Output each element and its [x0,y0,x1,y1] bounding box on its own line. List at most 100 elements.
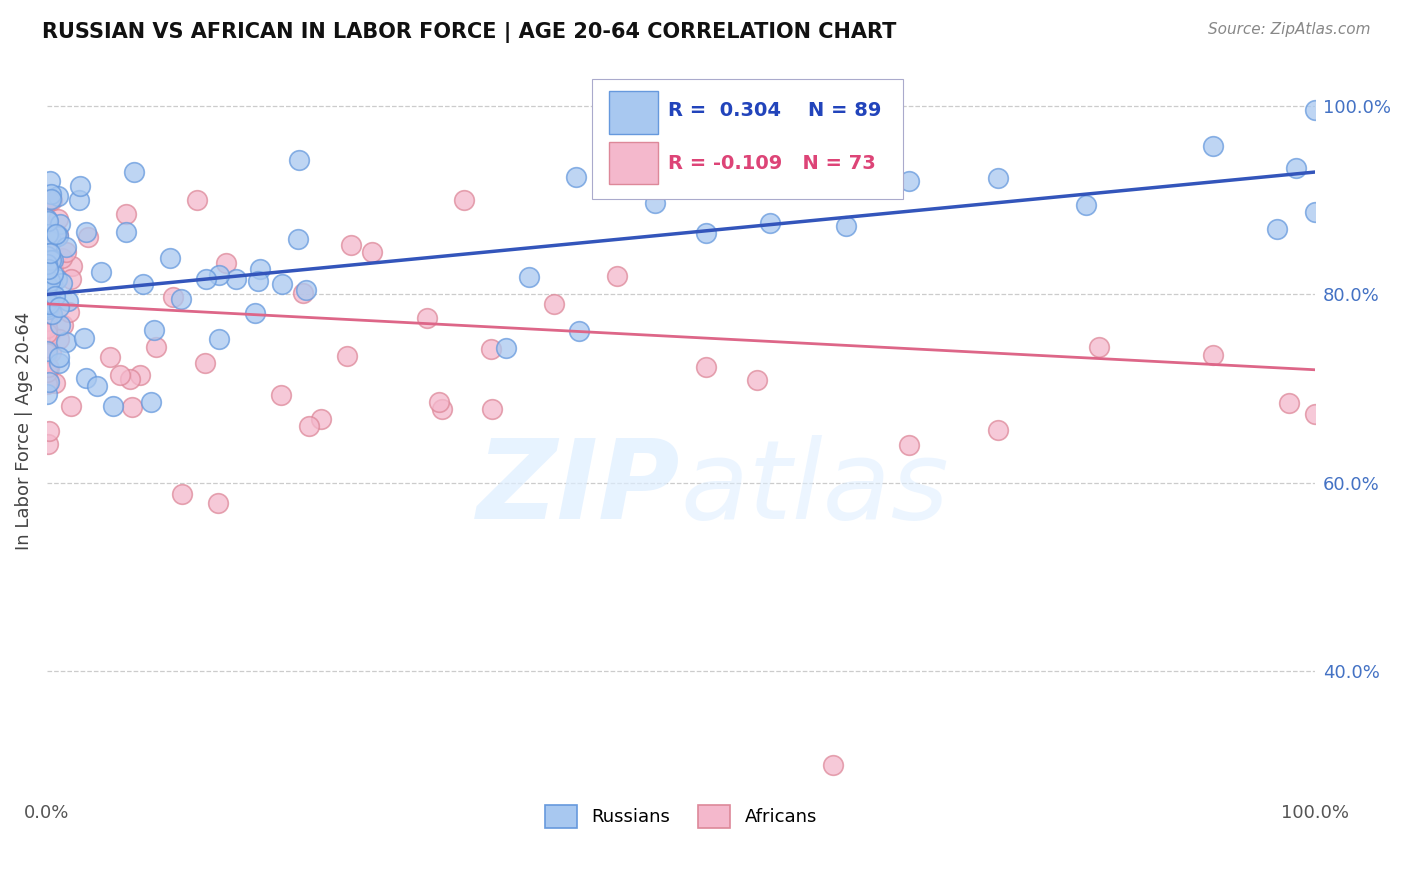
Point [517,270,540,285]
Point [987,171,1010,186]
Point [122,165,145,179]
Point [115,207,138,221]
Point [49,218,72,232]
Point [37,211,59,226]
Point [309,412,332,426]
Point [141,394,163,409]
Point [271,277,294,291]
Point [834,219,856,233]
Point [86,378,108,392]
Point [37,301,59,316]
Point [60,259,83,273]
Point [38,301,60,315]
Point [295,284,318,298]
Text: Source: ZipAtlas.com: Source: ZipAtlas.com [1208,22,1371,37]
Point [55,240,77,254]
Point [38,274,60,288]
Point [75,225,97,239]
Point [38,375,60,389]
Point [37,314,59,328]
Point [172,487,194,501]
Point [38,327,60,342]
Point [38,424,60,438]
Point [48,356,70,370]
Point [37,194,59,208]
Point [37,250,59,264]
Point [49,318,72,332]
Point [1303,407,1326,421]
Point [432,401,454,416]
Point [55,335,77,350]
Point [121,400,143,414]
Point [247,274,270,288]
Point [41,194,63,208]
Point [340,238,363,252]
Point [1285,161,1308,175]
Point [38,298,60,312]
Point [37,372,59,386]
Point [481,402,503,417]
Point [39,251,62,265]
FancyBboxPatch shape [609,91,658,134]
Point [987,423,1010,437]
Point [249,262,271,277]
FancyBboxPatch shape [592,79,903,199]
Point [1088,340,1111,354]
Point [159,251,181,265]
Point [429,394,451,409]
Legend: Russians, Africans: Russians, Africans [537,797,824,835]
Point [1202,348,1225,362]
Point [114,225,136,239]
Point [48,332,70,346]
FancyBboxPatch shape [609,142,658,185]
Point [543,296,565,310]
Point [821,758,844,772]
Point [48,300,70,314]
Point [35,257,58,271]
Point [76,230,98,244]
Point [479,342,502,356]
Point [35,321,58,335]
Point [35,377,58,392]
Point [51,251,73,265]
Point [39,345,62,359]
Point [42,267,65,281]
Point [48,350,70,364]
Point [270,388,292,402]
Point [35,326,58,340]
Point [35,387,58,401]
Point [132,277,155,291]
Point [38,285,60,299]
Point [195,272,218,286]
Point [41,276,63,290]
Point [37,294,59,309]
Point [39,234,62,248]
Point [37,365,59,379]
Point [39,192,62,206]
Y-axis label: In Labor Force | Age 20-64: In Labor Force | Age 20-64 [15,312,32,550]
Point [37,436,59,450]
Point [98,350,121,364]
Point [45,227,67,242]
Point [38,194,60,208]
Point [758,216,780,230]
Point [56,294,79,309]
Point [453,194,475,208]
Text: atlas: atlas [681,435,949,542]
Point [1278,396,1301,410]
Point [46,228,69,243]
Point [51,276,73,290]
Point [101,400,124,414]
Point [38,297,60,311]
Point [38,360,60,375]
Point [37,213,59,227]
Point [1303,103,1326,118]
Point [495,341,517,355]
Point [58,305,80,319]
Point [39,174,62,188]
Point [41,307,63,321]
Point [37,346,59,360]
Point [208,268,231,283]
Point [336,349,359,363]
Point [39,187,62,202]
